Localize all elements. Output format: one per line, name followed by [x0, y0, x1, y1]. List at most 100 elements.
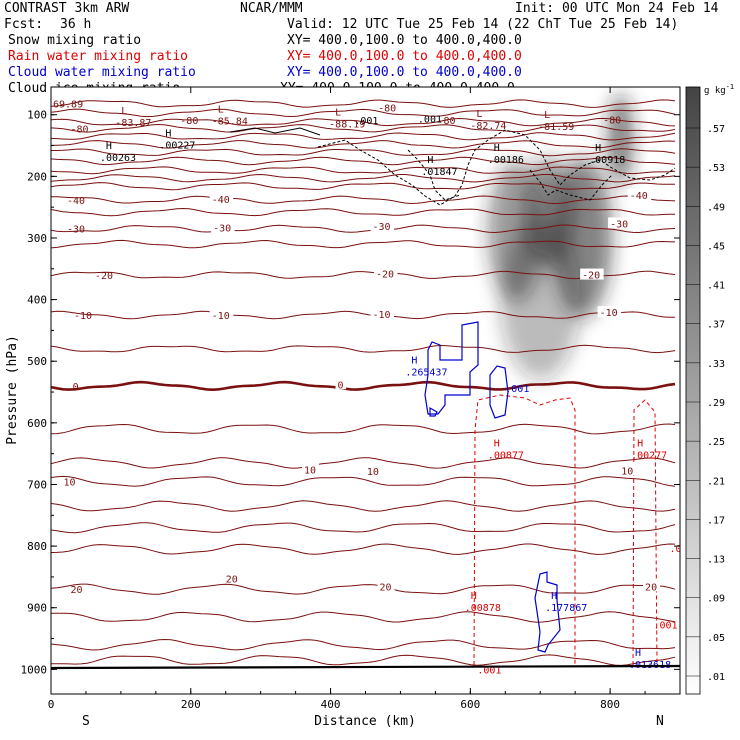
temperature-contour-label: -30 [67, 225, 85, 236]
x-tick-label: 400 [321, 698, 341, 711]
extremum-type: H [494, 143, 500, 154]
temperature-contour [51, 239, 676, 249]
contour-label-bg [373, 267, 398, 279]
temperature-contour [51, 638, 676, 651]
x-tick-label: 800 [600, 698, 620, 711]
temperature-contour [51, 108, 676, 118]
temperature-contour [51, 344, 676, 354]
contour-label-bg [301, 463, 319, 475]
extremum-type: H [427, 155, 433, 166]
temperature-contour [51, 310, 675, 320]
mixing-ratio-contour-label: -80 [437, 116, 455, 127]
contour-label-bg [370, 219, 394, 231]
cloud-ice-contour [317, 129, 676, 206]
temperature-contour [51, 224, 676, 234]
colorbar-label: .05 [707, 633, 725, 644]
contour-label-bg [580, 268, 604, 280]
temperature-contour [51, 423, 676, 435]
contour-label-bg [209, 309, 234, 321]
temperature-contour-label: 20 [645, 582, 657, 593]
extremum-type: H [551, 591, 557, 602]
temperature-contour-label: -10 [600, 308, 618, 319]
mixing-ratio-contour-label: -80 [603, 115, 621, 126]
legend-snow-name: Snow mixing ratio [8, 33, 141, 48]
mixing-ratio-contour-label: -80 [378, 104, 396, 115]
extremum-value: -85.84 [212, 117, 248, 128]
temperature-contour-label: 10 [367, 467, 379, 478]
temperature-contour [51, 611, 676, 623]
temperature-contour-label: -20 [376, 269, 394, 280]
colorbar-label: .33 [707, 359, 725, 370]
colorbar-label: .01 [707, 672, 725, 683]
legend-cloud-water-xy: XY= 400.0,100.0 to 400.0,400.0 [287, 65, 522, 80]
extremum-type: H [106, 141, 112, 152]
temperature-contour-label: -30 [372, 222, 390, 233]
temperature-contour-label: -10 [74, 311, 92, 322]
contour-label-bg [608, 217, 632, 229]
temperature-contour-label: -10 [212, 311, 230, 322]
y-tick-label: 200 [27, 170, 47, 183]
extremum-value: .00186 [488, 155, 524, 166]
mixing-ratio-contour-label: .001 [354, 116, 378, 127]
colorbar: .57 .53 .49 .45 .41 .37 .33 .29 .25 .21 .17 .13 .09.… [685, 83, 734, 695]
extremum-value: .00227 [159, 141, 195, 152]
y-tick-label: 300 [27, 232, 47, 245]
x-tick-label: 600 [460, 698, 480, 711]
extremum-type: H [595, 143, 601, 154]
y-tick-label: 400 [27, 294, 47, 307]
temperature-contour-label: -40 [212, 195, 230, 206]
x-tick-label: 200 [181, 698, 201, 711]
extremum-type: L [476, 109, 482, 120]
colorbar-label: .09 [707, 594, 725, 605]
surface-line [51, 664, 680, 670]
colorbar-label: .37 [707, 320, 725, 331]
cloud-water-contour-3 [534, 571, 561, 653]
x-axis: 0 200 400 600 800 [48, 87, 681, 711]
contour-label-bg [335, 378, 347, 390]
extremum-type: H [411, 355, 417, 366]
colorbar-label: .21 [707, 476, 725, 487]
snow-contour-top [229, 127, 321, 136]
temperature-contour-label: 20 [379, 582, 391, 593]
temperature-contour-label: -30 [213, 224, 231, 235]
center-title: NCAR/MMM [240, 1, 303, 16]
temperature-contours: 69.89 -80 -40 -30 -20 -10 0 10 20 [51, 99, 676, 666]
colorbar-label: .41 [707, 281, 725, 292]
temperature-contour [51, 156, 676, 166]
extremum-type: L [335, 108, 341, 119]
extremum-value: .00877 [488, 451, 524, 462]
extremum-value: .265437 [405, 367, 447, 378]
colorbar-label: .17 [707, 515, 725, 526]
cloud-water-contour-2 [489, 365, 509, 419]
colorbar-label: .29 [707, 398, 725, 409]
cloud-ice-contour-2 [529, 169, 613, 201]
cloud-ice-contour-3 [407, 149, 461, 201]
temperature-contour-label: -30 [610, 219, 628, 230]
snow-blob-3 [500, 219, 581, 380]
y-tick-label: 900 [27, 602, 47, 615]
temperature-contour [51, 173, 676, 183]
extrema-labels: L-83.87L-85.84L-88.19L-82.74L-81.59H.002… [100, 105, 671, 672]
extremum-value: .00277 [631, 451, 667, 462]
legend-snow-xy: XY= 400.0,100.0 to 400.0,400.0 [287, 33, 522, 48]
temperature-contour [51, 475, 676, 487]
contour-label-bg [377, 580, 395, 592]
extremum-type: H [494, 439, 500, 450]
mixing-ratio-contour-label: .001 [477, 666, 501, 677]
temperature-contour [51, 543, 676, 555]
y-tick-label: 600 [27, 417, 47, 430]
extremum-type: H [637, 439, 643, 450]
x-tick-label: 0 [48, 698, 55, 711]
extremum-value: .177867 [545, 603, 587, 614]
extremum-value: .00878 [465, 603, 501, 614]
y-tick-label: 1000 [21, 663, 48, 676]
mixing-ratio-contour-label: .001 [418, 115, 442, 126]
temperature-contour [51, 522, 676, 534]
extremum-value: -83.87 [115, 118, 151, 129]
legend-cloud-water-name: Cloud water mixing ratio [8, 65, 196, 80]
init-time: Init: 00 UTC Mon 24 Feb 14 [515, 1, 719, 16]
temperature-contour-label: -20 [582, 271, 600, 282]
temperature-contour-label: 69.89 [53, 100, 83, 111]
